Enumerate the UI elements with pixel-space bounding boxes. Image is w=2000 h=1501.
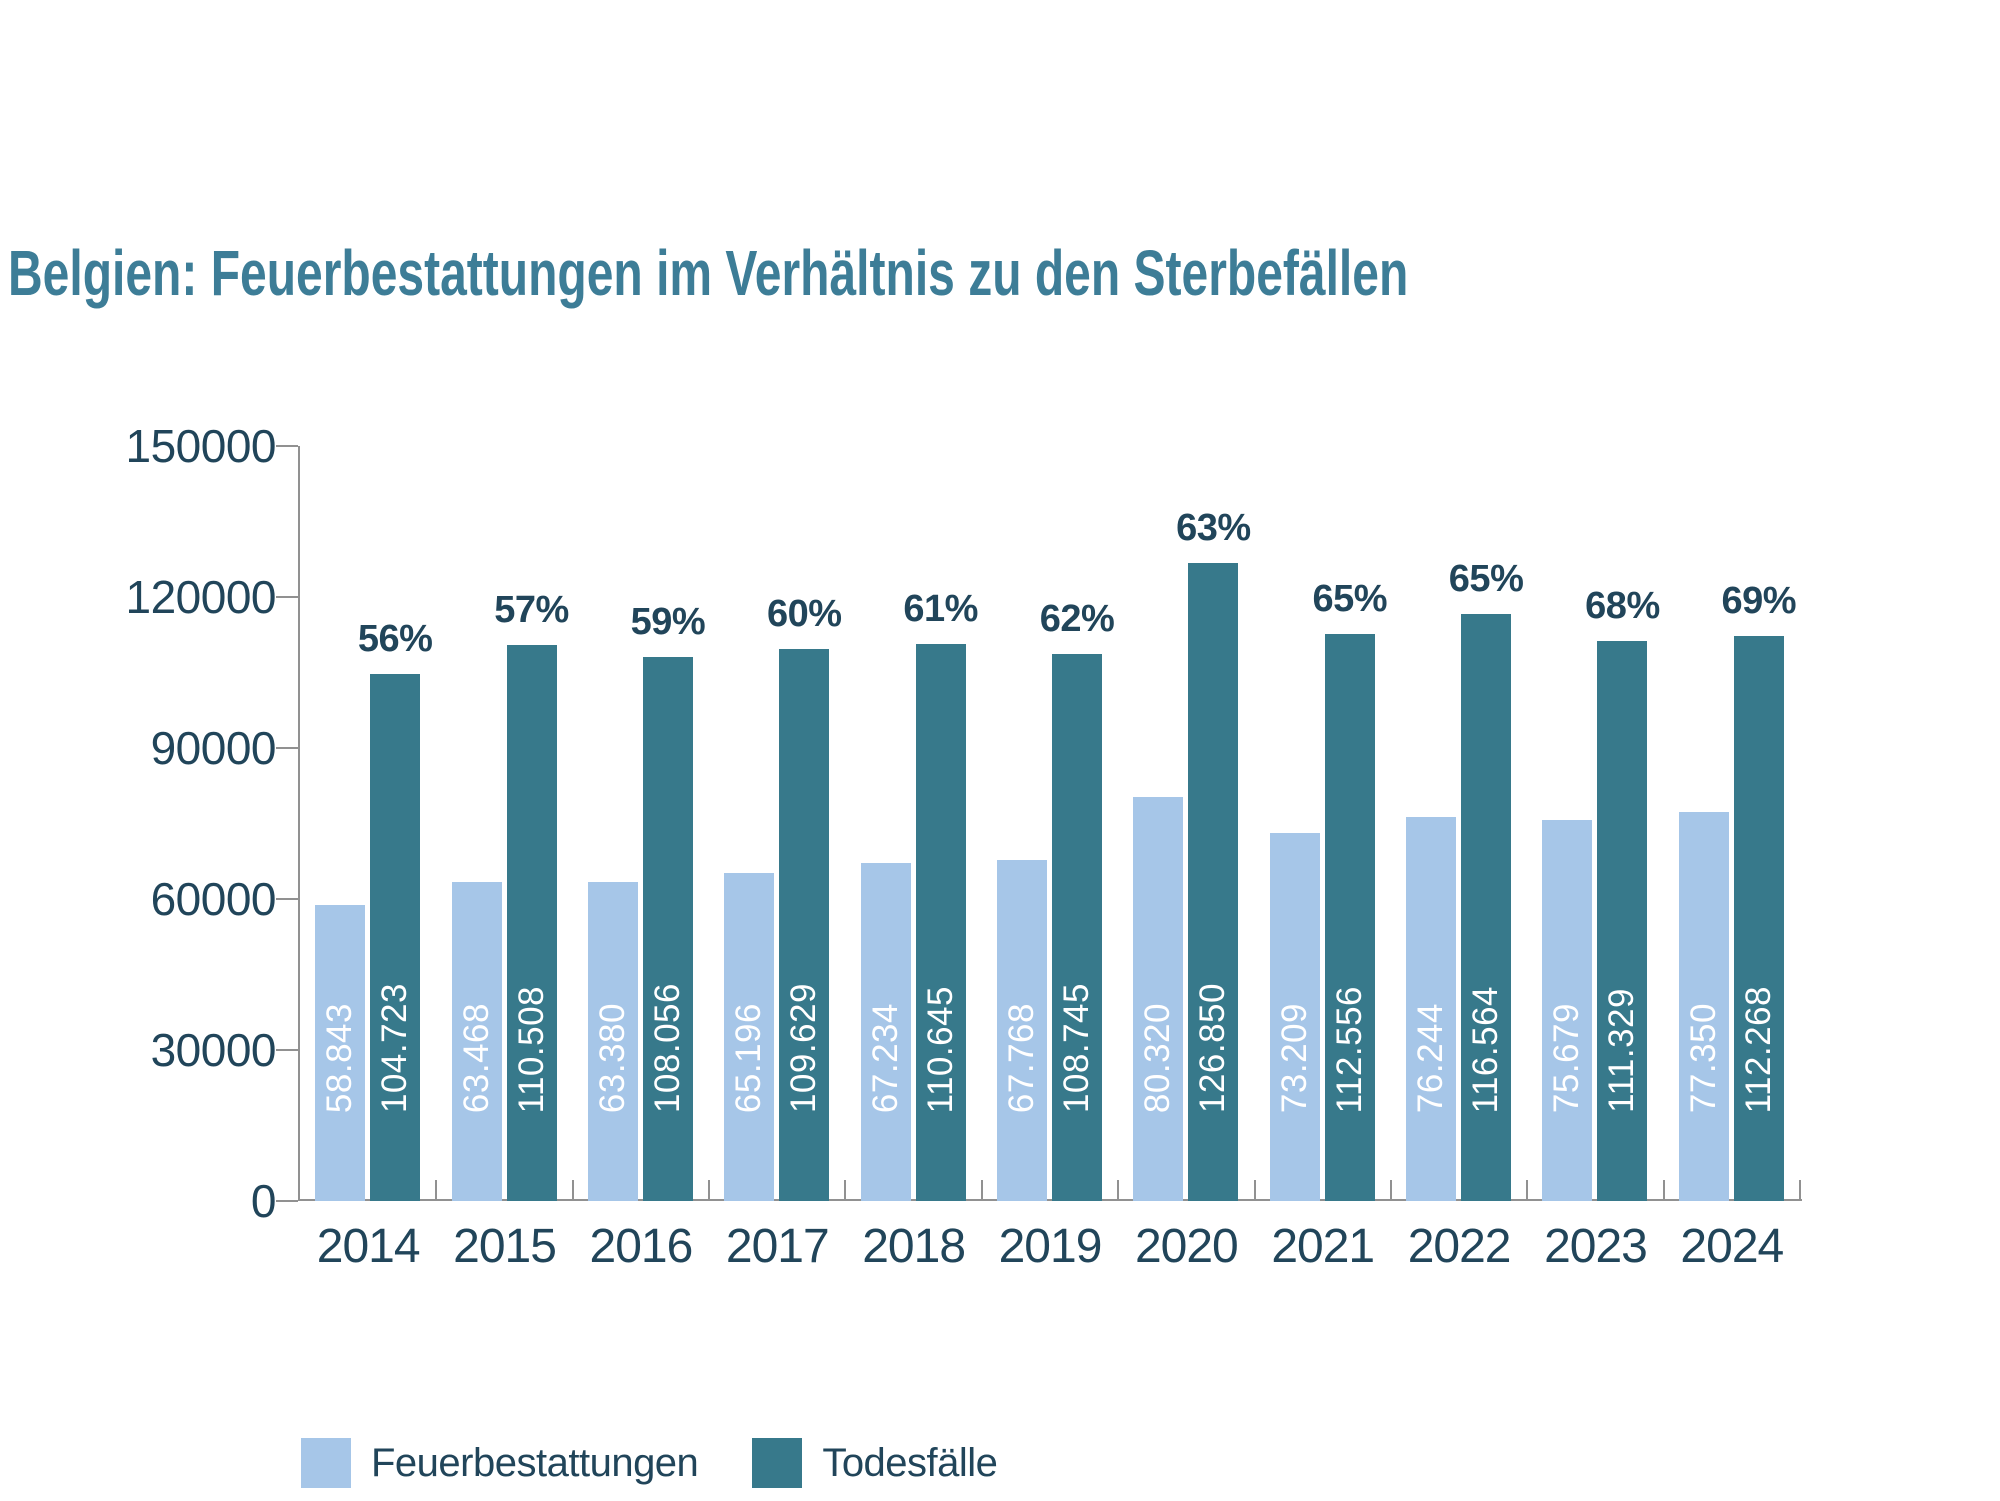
y-tick-label-30000: 30000: [150, 1024, 277, 1076]
x-label-2022: 2022: [1407, 1220, 1512, 1273]
y-tick: [276, 596, 298, 598]
bar-value-todesfaelle-2022: 116.564: [1466, 985, 1506, 1113]
x-label-2017: 2017: [725, 1220, 830, 1273]
bar-feuerbestattungen-2021: 73.209: [1269, 832, 1320, 1201]
bar-value-feuerbestattungen-2017: 65.196: [729, 1002, 769, 1113]
x-tick: [980, 1180, 983, 1201]
bar-feuerbestattungen-2024: 77.350: [1678, 811, 1729, 1201]
bar-feuerbestattungen-2020: 80.320: [1133, 796, 1184, 1201]
y-tick: [276, 747, 298, 749]
x-tick: [844, 1180, 847, 1201]
y-tick-label-150000: 150000: [125, 420, 277, 472]
y-tick-label-120000: 120000: [125, 571, 277, 623]
x-label-2014: 2014: [316, 1220, 421, 1273]
bar-todesfaelle-2024: 112.268: [1733, 635, 1784, 1201]
bar-value-feuerbestattungen-2021: 73.209: [1274, 1002, 1314, 1113]
bar-value-feuerbestattungen-2022: 76.244: [1411, 1002, 1451, 1113]
bar-value-todesfaelle-2016: 108.056: [647, 982, 687, 1113]
x-label-2018: 2018: [862, 1220, 966, 1273]
bar-todesfaelle-2020: 126.850: [1188, 562, 1239, 1201]
x-label-2019: 2019: [998, 1220, 1103, 1273]
x-tick: [1799, 1180, 1801, 1201]
legend-swatch-feuerbestattungen: [301, 1438, 351, 1488]
bar-feuerbestattungen-2014: 58.843: [315, 904, 366, 1201]
bar-todesfaelle-2016: 108.056: [642, 657, 693, 1201]
bar-value-feuerbestattungen-2024: 77.350: [1683, 1002, 1723, 1113]
bar-value-todesfaelle-2019: 108.745: [1057, 982, 1096, 1113]
y-tick: [276, 445, 298, 447]
bar-todesfaelle-2015: 110.508: [506, 644, 557, 1201]
bar-value-todesfaelle-2024: 112.268: [1738, 985, 1778, 1113]
x-tick: [1253, 1180, 1256, 1201]
bar-todesfaelle-2022: 116.564: [1461, 614, 1512, 1201]
bar-feuerbestattungen-2022: 76.244: [1406, 817, 1457, 1201]
x-tick: [1389, 1180, 1392, 1201]
x-axis-line: [298, 1199, 1802, 1201]
percent-label-2014: 56%: [357, 617, 433, 660]
x-tick: [1117, 1180, 1120, 1201]
percent-label-2017: 60%: [766, 593, 842, 636]
bar-value-todesfaelle-2014: 104.723: [375, 982, 415, 1113]
bar-value-feuerbestattungen-2020: 80.320: [1138, 1002, 1178, 1113]
y-tick: [276, 1049, 298, 1051]
legend: Feuerbestattungen Todesfälle: [301, 1437, 998, 1489]
x-label-2016: 2016: [589, 1220, 694, 1273]
bar-feuerbestattungen-2015: 63.468: [451, 881, 502, 1201]
bar-value-feuerbestattungen-2015: 63.468: [456, 1002, 496, 1113]
bar-value-feuerbestattungen-2018: 67.234: [865, 1002, 905, 1113]
y-tick: [276, 1200, 298, 1202]
bar-feuerbestattungen-2019: 67.768: [997, 859, 1047, 1201]
bar-value-feuerbestattungen-2016: 63.380: [592, 1002, 632, 1113]
chart-title: Belgien: Feuerbestattungen im Verhältnis…: [8, 237, 1409, 309]
bar-value-todesfaelle-2021: 112.556: [1329, 985, 1369, 1113]
bar-value-feuerbestattungen-2014: 58.843: [320, 1002, 360, 1113]
bar-value-todesfaelle-2018: 110.645: [920, 985, 960, 1113]
percent-label-2020: 63%: [1176, 506, 1251, 549]
bar-todesfaelle-2014: 104.723: [370, 673, 421, 1201]
bar-value-todesfaelle-2015: 110.508: [511, 985, 551, 1113]
bar-todesfaelle-2023: 111.329: [1597, 640, 1648, 1201]
y-tick-label-90000: 90000: [150, 722, 277, 774]
percent-label-2018: 61%: [903, 588, 978, 631]
percent-label-2016: 59%: [630, 601, 706, 644]
y-axis-line: [298, 446, 300, 1201]
x-tick: [571, 1180, 574, 1201]
x-label-2021: 2021: [1271, 1220, 1375, 1273]
x-tick: [708, 1180, 711, 1201]
bar-todesfaelle-2017: 109.629: [779, 649, 830, 1201]
bar-value-todesfaelle-2017: 109.629: [784, 982, 824, 1113]
x-tick: [1526, 1180, 1529, 1201]
bar-feuerbestattungen-2018: 67.234: [860, 862, 911, 1201]
percent-label-2021: 65%: [1312, 578, 1387, 621]
percent-label-2015: 57%: [494, 588, 569, 631]
bar-value-feuerbestattungen-2019: 67.768: [1002, 1002, 1041, 1113]
legend-swatch-todesfaelle: [752, 1438, 803, 1488]
x-label-2020: 2020: [1134, 1220, 1239, 1273]
x-tick: [1662, 1180, 1665, 1201]
legend-label-todesfaelle: Todesfälle: [822, 1440, 998, 1485]
bar-value-feuerbestattungen-2023: 75.679: [1547, 1002, 1587, 1113]
bar-todesfaelle-2018: 110.645: [915, 644, 966, 1201]
percent-label-2024: 69%: [1721, 579, 1797, 622]
y-tick-label-60000: 60000: [150, 873, 277, 925]
bar-feuerbestattungen-2023: 75.679: [1542, 820, 1593, 1201]
percent-label-2019: 62%: [1039, 597, 1115, 640]
percent-label-2023: 68%: [1585, 584, 1660, 627]
bar-feuerbestattungen-2017: 65.196: [724, 872, 775, 1201]
y-tick-label-0: 0: [250, 1175, 277, 1227]
bar-value-todesfaelle-2023: 111.329: [1602, 988, 1642, 1113]
bar-todesfaelle-2019: 108.745: [1052, 653, 1102, 1201]
legend-label-feuerbestattungen: Feuerbestattungen: [371, 1440, 699, 1485]
y-tick: [276, 898, 298, 900]
x-tick: [435, 1180, 438, 1201]
bar-todesfaelle-2021: 112.556: [1324, 634, 1375, 1201]
bar-value-todesfaelle-2020: 126.850: [1193, 982, 1233, 1113]
x-label-2015: 2015: [453, 1220, 557, 1273]
x-label-2024: 2024: [1680, 1220, 1784, 1273]
percent-label-2022: 65%: [1448, 558, 1524, 601]
x-label-2023: 2023: [1544, 1220, 1648, 1273]
bar-feuerbestattungen-2016: 63.380: [587, 881, 638, 1201]
